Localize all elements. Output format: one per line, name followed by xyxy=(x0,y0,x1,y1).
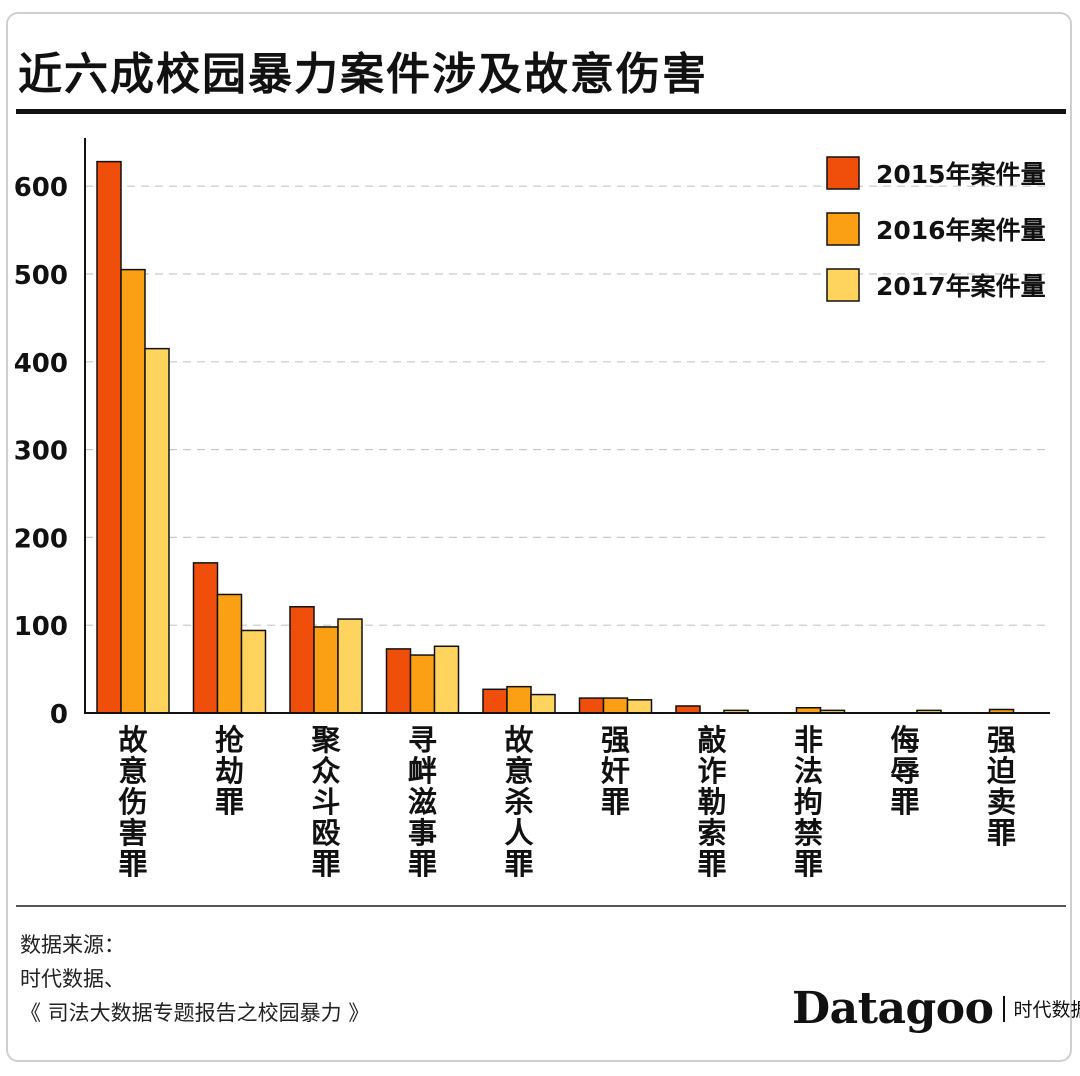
logo-cn-text: 时代数据 xyxy=(1013,999,1080,1021)
x-tick-label: 强奸罪 xyxy=(601,723,630,819)
bar-2016-5 xyxy=(602,697,629,714)
x-tick-label: 非法拘禁罪 xyxy=(794,723,823,881)
x-tick-label: 抢劫罪 xyxy=(215,723,245,819)
x-axis-labels: 故意伤害罪 抢劫罪 聚众斗殴罪 寻衅滋事罪 故意杀人罪 强奸罪 敲诈勒索罪 非法拘禁罪 侮辱罪 强… xyxy=(117,723,1016,881)
bar-2016-3 xyxy=(409,654,436,714)
bar-2015-6 xyxy=(675,705,701,714)
bar-2016-2 xyxy=(313,626,339,714)
y-tick-label: 100 xyxy=(14,612,68,642)
bar-2016-0 xyxy=(120,268,146,714)
title-divider xyxy=(16,109,1066,114)
bar-2015-1 xyxy=(192,562,219,714)
chart-title: 近六成校园暴力案件涉及故意伤害 xyxy=(18,49,708,100)
y-tick-label: 0 xyxy=(50,700,68,730)
bar-2015-3 xyxy=(385,648,412,714)
y-tick-label: 500 xyxy=(14,261,68,291)
legend-label: 2015年案件量 xyxy=(876,160,1046,189)
y-tick-label: 600 xyxy=(14,173,68,203)
source-note: 数据来源： 时代数据、 《 司法大数据专题报告之校园暴力 》 xyxy=(20,928,369,1030)
bar-2015-5 xyxy=(578,697,605,714)
y-tick-label: 200 xyxy=(14,524,68,554)
bar-2017-0 xyxy=(144,347,170,714)
y-axis-ticks: 0 100 200 300 400 500 600 xyxy=(14,173,68,730)
y-tick-label: 400 xyxy=(14,349,68,379)
bar-2016-1 xyxy=(216,593,243,714)
axes xyxy=(84,138,1050,714)
brand-logo: Datagoo 时代数据 xyxy=(792,983,1080,1034)
source-line: 《 司法大数据专题报告之校园暴力 》 xyxy=(20,1001,370,1025)
x-tick-label: 聚众斗殴罪 xyxy=(310,723,341,881)
x-tick-label: 故意杀人罪 xyxy=(504,723,534,881)
bar-2015-0 xyxy=(96,160,122,714)
bars xyxy=(96,160,1015,714)
footer-divider xyxy=(16,905,1066,907)
y-tick-label: 300 xyxy=(14,437,68,467)
gridlines xyxy=(85,185,1050,626)
x-tick-label: 敲诈勒索罪 xyxy=(697,723,726,881)
x-tick-label: 故意伤害罪 xyxy=(117,723,148,881)
x-tick-label: 侮辱罪 xyxy=(890,723,919,819)
logo-separator xyxy=(1003,995,1006,1022)
bar-2015-2 xyxy=(289,606,315,714)
bar-2017-1 xyxy=(240,629,267,714)
logo-wordmark: Datagoo xyxy=(792,983,994,1034)
source-line: 时代数据、 xyxy=(20,967,125,991)
bar-2016-4 xyxy=(506,685,532,714)
legend-label: 2017年案件量 xyxy=(876,272,1046,301)
source-line: 数据来源： xyxy=(20,933,125,957)
x-tick-label: 强迫卖罪 xyxy=(987,723,1016,850)
legend-swatch xyxy=(826,156,860,190)
legend: 2015年案件量 2016年案件量 2017年案件量 xyxy=(826,156,1046,302)
bar-2015-4 xyxy=(482,688,508,714)
bar-2017-5 xyxy=(626,699,653,714)
bar-2017-2 xyxy=(337,618,363,714)
legend-label: 2016年案件量 xyxy=(876,216,1046,245)
bar-2017-4 xyxy=(530,693,556,714)
bar-2017-3 xyxy=(433,645,460,714)
x-tick-label: 寻衅滋事罪 xyxy=(408,723,437,881)
legend-swatch xyxy=(826,212,860,246)
legend-swatch xyxy=(826,268,860,302)
